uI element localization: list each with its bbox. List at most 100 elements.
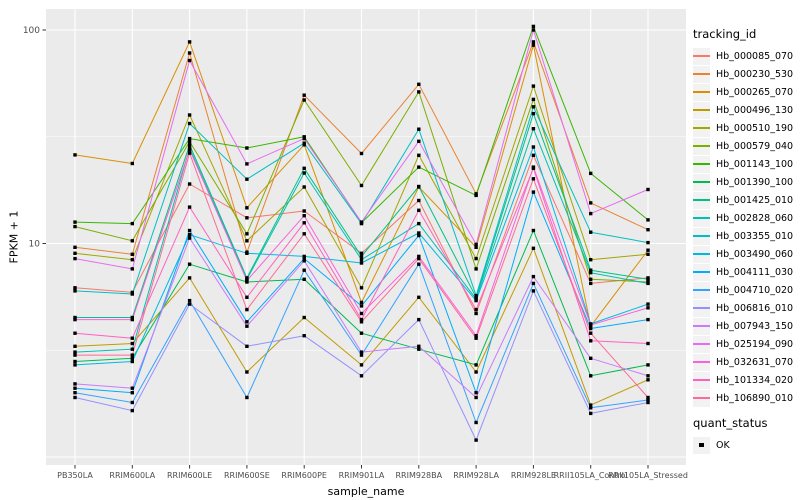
data-point — [531, 40, 536, 44]
data-point — [589, 331, 593, 335]
data-point — [302, 98, 306, 102]
data-point — [73, 245, 77, 249]
x-tick-label: RRII105LA_Stressed — [608, 471, 688, 480]
data-point — [187, 143, 192, 147]
data-point — [130, 239, 134, 243]
legend-item-Hb_000085_070: Hb_000085_070 — [693, 47, 799, 65]
data-point — [646, 281, 650, 286]
data-point — [474, 293, 478, 298]
legend-label: Hb_003355_010 — [716, 230, 794, 242]
legend-label: Hb_101334_020 — [716, 374, 794, 386]
x-tick-label: RRIM600PE — [281, 471, 327, 480]
data-point — [359, 320, 364, 324]
data-point — [245, 344, 249, 348]
data-point — [531, 281, 536, 286]
data-point — [474, 334, 478, 338]
data-point — [474, 420, 478, 425]
data-point — [531, 228, 536, 233]
data-point — [187, 51, 192, 55]
series-color-line-icon — [693, 108, 710, 112]
data-point — [646, 374, 650, 378]
legend-key — [693, 173, 710, 191]
data-point — [359, 350, 364, 354]
data-point — [589, 268, 593, 272]
data-point — [245, 146, 249, 150]
series-color-line-icon — [693, 270, 710, 274]
data-point — [130, 221, 134, 226]
data-point — [130, 391, 134, 395]
data-point — [187, 228, 192, 233]
data-point — [302, 221, 306, 225]
data-point — [73, 317, 77, 322]
data-point — [531, 43, 536, 47]
legend-key — [693, 436, 710, 454]
legend-item-Hb_000496_130: Hb_000496_130 — [693, 101, 799, 119]
series-color-line-icon — [693, 144, 710, 148]
data-point — [417, 90, 421, 94]
series-color-line-icon — [693, 342, 710, 346]
legend-key — [693, 155, 710, 173]
data-point — [417, 347, 421, 351]
data-point — [245, 395, 249, 400]
legend-key — [693, 389, 710, 407]
data-point — [187, 139, 192, 144]
data-point — [589, 406, 593, 410]
legend-label: Hb_001390_100 — [716, 176, 794, 188]
data-point — [245, 162, 249, 166]
data-point — [589, 411, 593, 416]
legend-item-Hb_001425_010: Hb_001425_010 — [693, 191, 799, 209]
data-point — [73, 251, 77, 255]
legend-key — [693, 65, 710, 83]
data-point — [531, 153, 536, 157]
x-tick-label: PB350LA — [57, 471, 93, 480]
series-color-line-icon — [693, 234, 710, 238]
data-point — [130, 336, 134, 340]
data-point — [245, 307, 249, 312]
data-point — [589, 281, 593, 286]
legend-item-Hb_000265_070: Hb_000265_070 — [693, 83, 799, 101]
data-point — [417, 208, 421, 212]
legend-item-Hb_003355_010: Hb_003355_010 — [693, 227, 799, 245]
data-point — [646, 341, 650, 346]
data-point — [531, 246, 536, 250]
data-point — [187, 236, 192, 240]
legend-item-Hb_101334_020: Hb_101334_020 — [693, 371, 799, 389]
legend-items-tracking-id: Hb_000085_070 Hb_000230_530 Hb_000265_070 H… — [693, 47, 799, 407]
legend-key — [693, 119, 710, 137]
legend-item-Hb_006816_010: Hb_006816_010 — [693, 299, 799, 317]
legend-label: Hb_000265_070 — [716, 86, 794, 98]
legend-key — [693, 335, 710, 353]
legend-item-Hb_032631_070: Hb_032631_070 — [693, 353, 799, 371]
data-point — [359, 183, 364, 188]
data-point — [589, 201, 593, 205]
series-color-line-icon — [693, 198, 710, 202]
data-point — [187, 205, 192, 209]
data-point — [417, 127, 421, 131]
data-point — [474, 298, 478, 303]
data-point — [531, 274, 536, 279]
legend-label: Hb_004111_030 — [716, 266, 794, 278]
legend-title-quant-status: quant_status — [693, 416, 768, 430]
data-point — [646, 400, 650, 405]
data-point — [589, 356, 593, 360]
data-point — [302, 268, 306, 272]
data-point — [302, 136, 306, 141]
data-point — [589, 211, 593, 216]
data-point — [302, 93, 306, 97]
data-point — [589, 271, 593, 275]
data-point — [589, 326, 593, 331]
legend-label: Hb_006816_010 — [716, 302, 794, 314]
x-tick-label: RRIM901LA — [339, 471, 385, 480]
data-point — [417, 82, 421, 86]
x-tick-label: RRII105LA_Control — [554, 471, 628, 480]
legend-item-Hb_000579_040: Hb_000579_040 — [693, 137, 799, 155]
ok-square-marker-icon — [699, 442, 704, 448]
data-point — [589, 339, 593, 343]
data-point — [474, 391, 478, 395]
data-point — [130, 161, 134, 166]
data-point — [302, 256, 306, 261]
data-point — [245, 324, 249, 328]
data-point — [187, 233, 192, 237]
x-tick-label: RRIM928LA — [453, 471, 499, 480]
panel-background — [46, 9, 686, 465]
